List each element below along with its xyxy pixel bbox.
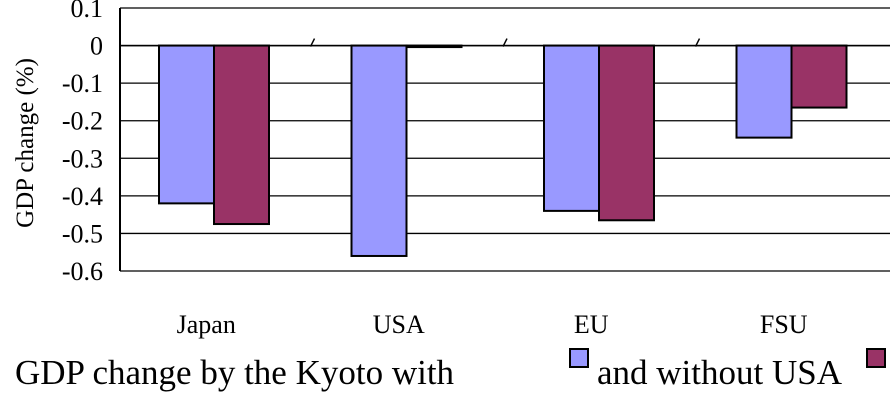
- bars: [158, 44, 848, 257]
- y-axis-label: GDP change (%): [12, 58, 39, 228]
- bar-fsu-series-2: [790, 44, 848, 109]
- y-tick-label: 0.1: [71, 0, 104, 23]
- category-tick: [694, 38, 701, 47]
- category-label: USA: [373, 310, 425, 339]
- bar-usa-series-1: [350, 44, 408, 257]
- caption-text-1: GDP change by the Kyoto with: [15, 353, 455, 392]
- bar-eu-series-1: [543, 44, 600, 212]
- legend-swatch-series-2: [866, 348, 886, 368]
- category-label: FSU: [760, 310, 808, 339]
- y-tick-label: -0.1: [62, 69, 103, 98]
- caption-text-2: and without USA: [597, 353, 843, 392]
- category-label: Japan: [177, 310, 236, 339]
- y-tick-label: -0.3: [62, 144, 103, 173]
- axes: [119, 8, 890, 271]
- bar-eu-series-2: [598, 44, 655, 222]
- category-tick: [309, 38, 316, 47]
- bar-japan-series-1: [158, 44, 215, 205]
- y-tick-label: -0.5: [62, 219, 103, 248]
- bar-fsu-series-1: [735, 44, 793, 139]
- y-tick-labels: 0.1 0 -0.1 -0.2 -0.3 -0.4 -0.5 -0.6: [62, 0, 103, 286]
- category-tick: [502, 38, 508, 47]
- y-tick-label: -0.2: [62, 107, 103, 136]
- legend-swatch-series-1: [569, 348, 589, 368]
- category-labels: Japan USA EU FSU: [177, 310, 808, 339]
- legend-caption: GDP change by the Kyoto with and without…: [15, 348, 886, 392]
- y-tick-label: -0.4: [62, 182, 103, 211]
- bar-japan-series-2: [213, 44, 270, 226]
- y-tick-label: 0: [90, 32, 103, 61]
- y-tick-label: -0.6: [62, 257, 103, 286]
- category-label: EU: [574, 310, 609, 339]
